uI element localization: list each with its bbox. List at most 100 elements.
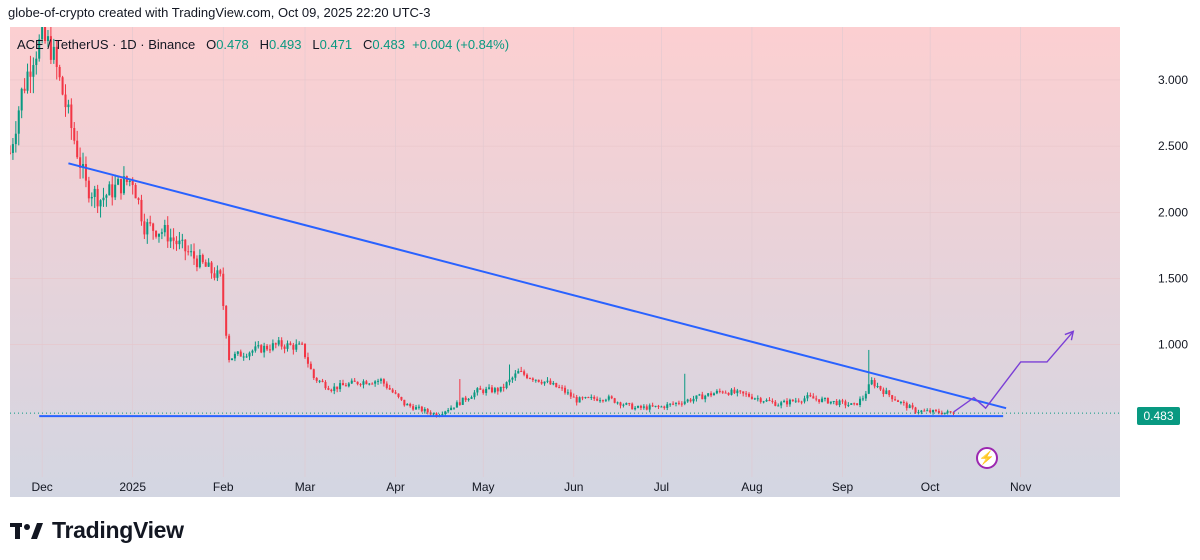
high-value: 0.493 — [268, 37, 302, 52]
candle-body — [61, 77, 64, 95]
candle-body — [508, 379, 511, 383]
candle-body — [934, 410, 937, 412]
candle-body — [46, 36, 49, 41]
candle-body — [268, 349, 271, 351]
last-price-label: 0.483 — [1137, 407, 1180, 425]
candle-body — [444, 411, 447, 415]
candlestick-chart: 3.000 2.500 2.000 1.500 1.000 Dec 2025 Feb Mar A… — [8, 17, 1188, 497]
candle-body — [561, 387, 564, 389]
candle-body — [29, 71, 32, 77]
symbol-ohlc-legend: ACE / TetherUS · 1D · Binance O0.478 H0.… — [17, 37, 509, 52]
candle-body — [184, 239, 187, 252]
candle-body — [777, 405, 780, 407]
candle-body — [362, 381, 365, 385]
candle-body — [280, 340, 283, 347]
candle-body — [610, 396, 613, 399]
candle-body — [479, 388, 482, 390]
chart-area[interactable]: 3.000 2.500 2.000 1.500 1.000 Dec 2025 Feb Mar A… — [8, 17, 1191, 497]
candle-body — [222, 273, 225, 306]
candle-body — [245, 356, 248, 358]
candle-body — [394, 392, 397, 394]
candle-body — [686, 399, 689, 402]
candle-body — [634, 407, 637, 410]
candle-body — [689, 399, 692, 402]
candle-body — [879, 386, 882, 390]
candle-body — [739, 390, 742, 392]
candle-body — [488, 387, 491, 389]
candle-body — [823, 398, 826, 400]
candle-body — [315, 378, 318, 381]
candle-body — [228, 335, 231, 361]
candle-body — [528, 378, 531, 380]
candle-body — [543, 381, 546, 384]
candle-body — [800, 401, 803, 403]
candle-body — [587, 397, 590, 399]
candle-body — [526, 374, 529, 379]
candle-body — [76, 140, 79, 158]
x-axis: Dec 2025 Feb Mar Apr May Jun Jul Aug Sep Oct Nov — [31, 480, 1031, 494]
candle-body — [926, 410, 929, 412]
high-label: H — [259, 37, 269, 52]
candle-body — [286, 343, 289, 349]
candle-body — [257, 345, 260, 347]
candle-body — [838, 400, 841, 405]
candle-body — [181, 239, 184, 241]
candle-body — [905, 402, 908, 409]
candle-body — [470, 397, 473, 399]
candle-body — [864, 393, 867, 399]
candle-body — [785, 400, 789, 405]
candle-body — [505, 382, 508, 388]
candle-body — [888, 390, 891, 396]
candle-body — [625, 403, 628, 405]
candle-body — [599, 400, 602, 402]
symbol-name: ACE / TetherUS · 1D · Binance — [17, 37, 196, 52]
candle-body — [216, 270, 219, 278]
candle-body — [67, 104, 70, 108]
x-tick-label: Sep — [832, 480, 854, 494]
candle-body — [239, 351, 242, 357]
candle-body — [447, 410, 450, 412]
candle-body — [783, 400, 786, 403]
candle-body — [832, 400, 835, 402]
candle-body — [637, 405, 640, 408]
logo-text: TradingView — [52, 517, 184, 543]
candle-body — [531, 378, 534, 380]
plot-background — [10, 27, 1120, 497]
candle-body — [157, 233, 160, 237]
candle-body — [937, 410, 940, 413]
y-tick-label: 2.000 — [1158, 205, 1188, 219]
candle-body — [899, 401, 902, 403]
candle-body — [493, 388, 496, 393]
candle-body — [391, 389, 394, 393]
candle-body — [409, 404, 412, 407]
candle-body — [324, 381, 327, 389]
candle-body — [190, 251, 193, 253]
candle-body — [753, 398, 756, 400]
candle-body — [333, 386, 336, 391]
candle-body — [923, 410, 926, 412]
candle-body — [859, 398, 862, 405]
lightning-icon[interactable]: ⚡ — [976, 447, 998, 469]
candle-body — [441, 414, 444, 416]
candle-body — [353, 380, 356, 382]
candle-body — [537, 379, 540, 382]
candle-body — [420, 406, 423, 412]
candle-body — [683, 401, 686, 404]
candle-body — [44, 24, 47, 41]
candle-body — [8, 152, 12, 154]
candle-body — [108, 184, 111, 196]
candle-body — [122, 176, 125, 194]
candle-body — [569, 392, 572, 397]
candle-body — [520, 371, 523, 373]
candle-body — [84, 164, 87, 181]
candle-body — [111, 184, 114, 198]
attribution-text: globe-of-crypto created with TradingView… — [8, 5, 431, 20]
candle-body — [946, 411, 949, 413]
candle-body — [940, 412, 943, 415]
candle-body — [812, 396, 815, 399]
candle-body — [58, 66, 61, 78]
candle-body — [896, 400, 900, 403]
candle-body — [473, 392, 476, 398]
projection-path — [953, 330, 1074, 413]
candle-body — [131, 180, 134, 185]
